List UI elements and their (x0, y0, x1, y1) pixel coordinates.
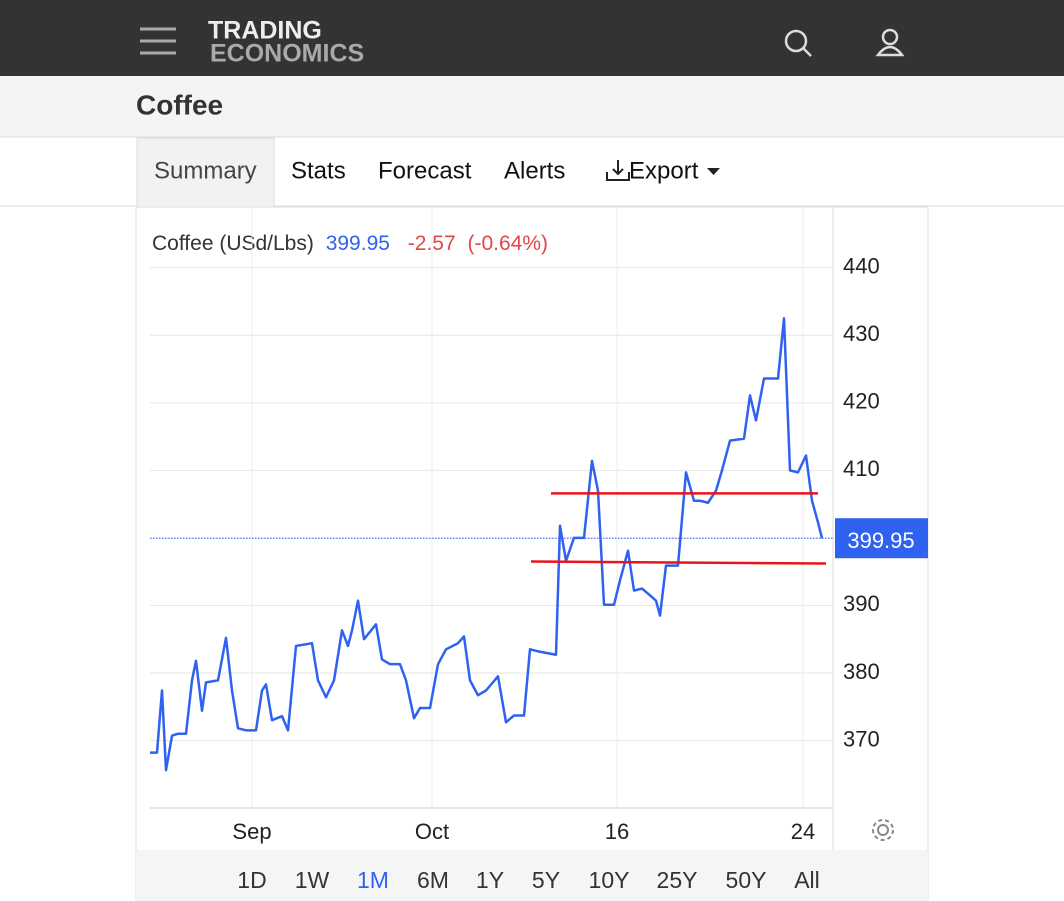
last-value-badge (835, 518, 928, 559)
dropdown-caret[interactable] (707, 168, 720, 175)
logo[interactable]: TRADING (208, 17, 322, 45)
page-title: Coffee (136, 89, 223, 120)
tab[interactable]: Summary (154, 157, 257, 184)
range-button[interactable]: 1Y (476, 867, 504, 893)
price-line (150, 317, 824, 772)
range-button[interactable]: 10Y (589, 867, 630, 893)
tab[interactable]: Forecast (378, 157, 472, 184)
x-tick-label: Oct (415, 819, 449, 844)
top-bar (0, 0, 1064, 76)
range-button[interactable]: 1M (357, 867, 389, 893)
y-tick-label: 440 (843, 254, 880, 279)
tab-active-bg (136, 137, 275, 208)
range-button[interactable]: 50Y (726, 867, 767, 893)
range-button[interactable]: 1D (237, 867, 266, 893)
y-tick-label: 380 (843, 659, 880, 684)
range-bar (136, 850, 928, 901)
title-band (0, 76, 1064, 137)
range-button[interactable]: All (794, 867, 820, 893)
last-value-label: 399.95 (847, 528, 914, 553)
range-button[interactable]: 6M (417, 867, 449, 893)
logo[interactable]: ECONOMICS (210, 40, 364, 68)
x-tick-label: 24 (791, 819, 815, 844)
trend-line (530, 560, 827, 565)
y-tick-label: 430 (843, 321, 880, 346)
y-tick-label: 420 (843, 389, 880, 414)
y-tick-label: 390 (843, 591, 880, 616)
y-tick-label: 410 (843, 456, 880, 481)
range-button[interactable]: 1W (295, 867, 330, 893)
chart-legend: Coffee (USd/Lbs) 399.95 -2.57 (-0.64%) (152, 232, 548, 255)
x-tick-label: Sep (232, 819, 271, 844)
x-tick-label: 16 (605, 819, 629, 844)
tab[interactable]: Alerts (504, 157, 565, 184)
tab[interactable]: Export (629, 157, 699, 184)
user-icon[interactable] (875, 28, 905, 57)
tab[interactable]: Stats (291, 157, 346, 184)
search-icon[interactable] (784, 29, 812, 57)
range-button[interactable]: 5Y (532, 867, 560, 893)
download-icon[interactable] (606, 160, 630, 181)
change-percent: (-0.64%) (468, 232, 549, 255)
chart-box (135, 206, 929, 901)
range-button[interactable]: 25Y (657, 867, 698, 893)
tabs: Summary Stats Forecast Alerts Export (136, 137, 720, 208)
last-value: 399.95 (326, 232, 390, 255)
settings-icon[interactable] (872, 819, 894, 841)
menu-icon[interactable] (140, 27, 176, 55)
series-name: Coffee (USd/Lbs) (152, 232, 314, 255)
y-tick-label: 370 (843, 726, 880, 751)
